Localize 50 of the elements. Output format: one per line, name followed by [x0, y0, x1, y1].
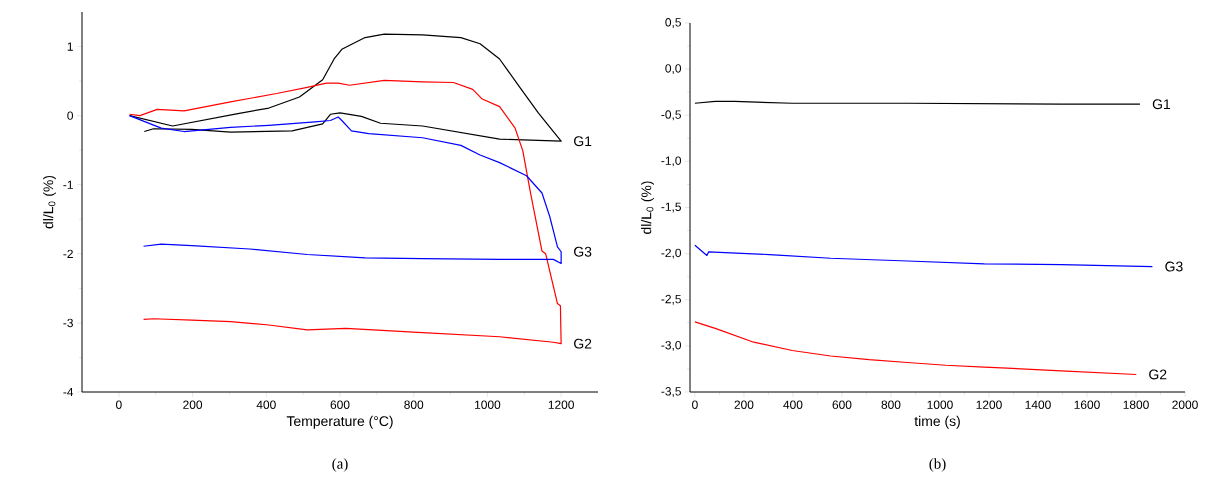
line-series: [694, 244, 1154, 268]
x-tick-label: 2000: [1172, 400, 1198, 409]
x-tick-label: 1200: [976, 400, 1002, 409]
y-tick-label: -3: [63, 318, 73, 328]
x-tick-label: 1600: [1074, 400, 1100, 409]
y-tick-label: -1: [63, 180, 73, 189]
text: (b): [929, 458, 946, 472]
line-series: [128, 79, 562, 345]
x-tick-label: 1000: [475, 400, 501, 409]
line-series: [128, 115, 562, 265]
series-label: G3: [1165, 261, 1183, 272]
y-tick-label: 0: [67, 111, 74, 120]
y-tick-label: -1,0: [661, 156, 682, 167]
y-tick-label: -2,5: [661, 294, 681, 305]
y-tick-label: -2,0: [661, 248, 682, 259]
x-axis-title: time (s): [914, 415, 960, 429]
x-tick-label: 800: [404, 400, 424, 409]
text: (a): [332, 458, 348, 472]
y-tick-label: 1: [67, 42, 73, 51]
x-tick-label: 200: [183, 400, 203, 409]
x-axis-title: Temperature (°C): [286, 415, 393, 429]
x-tick-label: 1000: [927, 400, 953, 409]
y-tick-label: -0,5: [661, 110, 681, 121]
series-label: G1: [1152, 99, 1171, 110]
y-tick-label: 0,0: [665, 64, 682, 75]
y-axis-title: dl/L$_{0}$ (%): [641, 181, 655, 234]
series-label: G1: [574, 136, 592, 147]
y-tick-label: -1,5: [661, 202, 681, 213]
x-tick-label: 400: [783, 400, 803, 409]
x-tick-label: 0: [116, 400, 122, 409]
series-label: G2: [574, 338, 592, 349]
x-tick-label: 400: [256, 400, 276, 409]
x-tick-label: 1800: [1123, 400, 1149, 409]
x-tick-label: 1200: [548, 400, 574, 409]
line-series: [694, 321, 1137, 376]
x-tick-label: 600: [832, 400, 852, 409]
x-tick-label: 200: [734, 400, 754, 409]
y-tick-label: -3,5: [661, 387, 681, 397]
series-label: G3: [574, 246, 592, 257]
y-tick-label: -2: [63, 249, 73, 258]
line-series: [128, 33, 562, 142]
x-tick-label: 0: [692, 400, 698, 409]
y-tick-label: -4: [63, 387, 74, 397]
y-tick-label: 0,5: [665, 18, 681, 28]
y-tick-label: -3,0: [661, 340, 682, 351]
series-label: G2: [1149, 369, 1167, 380]
x-tick-label: 600: [330, 400, 350, 409]
x-tick-label: 800: [881, 400, 901, 409]
x-tick-label: 1400: [1025, 400, 1051, 409]
y-axis-title: dl/L$_{0}$ (%): [43, 175, 57, 229]
